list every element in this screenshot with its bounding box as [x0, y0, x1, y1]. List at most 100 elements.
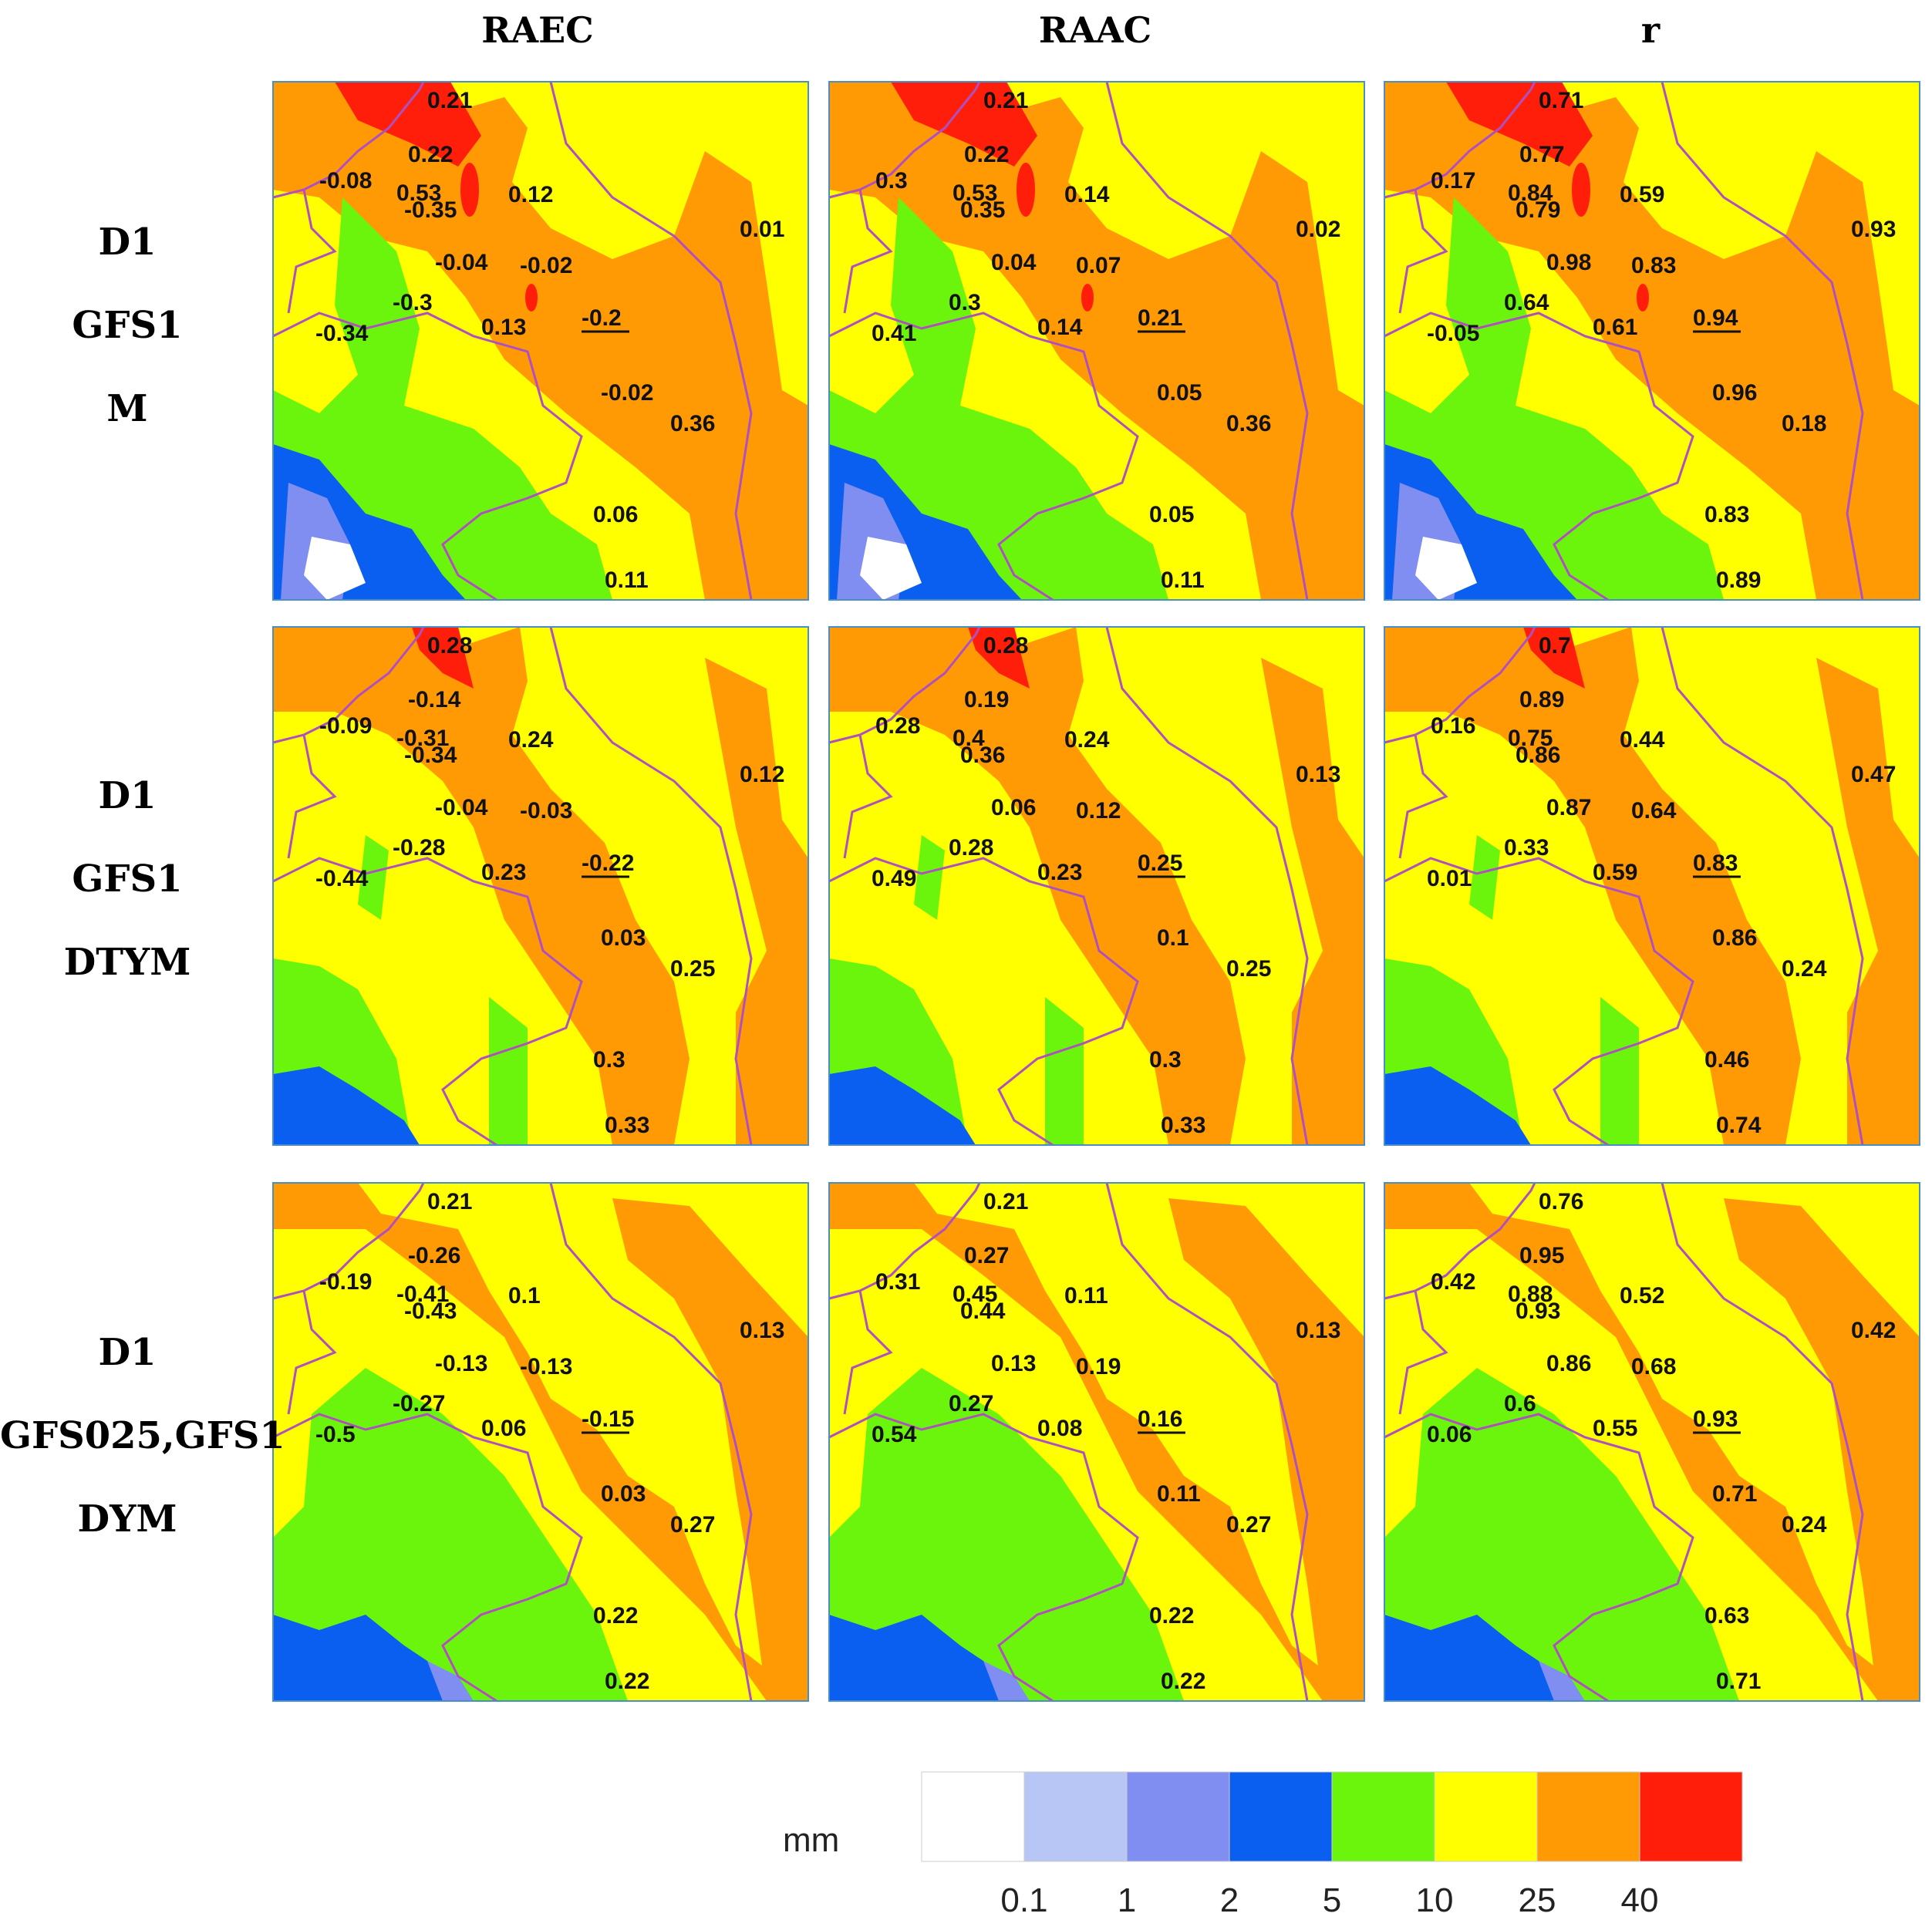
map-frame: [1384, 81, 1920, 601]
legend-swatch: [921, 1771, 1025, 1862]
station-value: 0.41: [872, 321, 916, 346]
station-value: 0.94: [1693, 305, 1738, 331]
admin-border: [549, 1182, 753, 1702]
station-value: 0.84: [1508, 180, 1553, 206]
admin-border: [549, 81, 753, 601]
station-value: 0.71: [1539, 88, 1583, 113]
station-value: 0.14: [1064, 182, 1110, 207]
station-value: 0.53: [396, 180, 441, 206]
station-value: -0.04: [435, 795, 488, 820]
precip-zone-blue: [273, 1615, 474, 1701]
row-label-line: DTYM: [63, 941, 191, 984]
station-value: 0.45: [953, 1282, 997, 1307]
station-value: 0.83: [1704, 502, 1749, 527]
column-title-raac: RAAC: [1038, 9, 1152, 51]
station-value: 0.21: [983, 88, 1028, 113]
station-value: -0.44: [315, 866, 369, 891]
station-value: 0.03: [601, 925, 646, 951]
precip-spot-red: [460, 163, 479, 217]
station-value: 0.93: [1516, 1299, 1560, 1324]
station-value: 0.77: [1519, 142, 1564, 167]
station-value: 0.11: [605, 568, 649, 593]
precip-zone-orange: [829, 82, 1364, 600]
precip-zone-blue: [273, 1066, 420, 1145]
station-value: 0.27: [1226, 1512, 1271, 1538]
row-label-line: D1: [98, 221, 157, 264]
station-value: 0.87: [1546, 795, 1591, 820]
station-value: 0.54: [872, 1422, 917, 1447]
station-value: 0.33: [1161, 1113, 1205, 1138]
precip-spot-red: [1017, 163, 1035, 217]
precip-zone-orange: [1384, 1183, 1920, 1701]
station-value: 0.02: [1296, 217, 1340, 242]
station-value: 0.21: [427, 1189, 472, 1214]
station-value: 0.44: [960, 1299, 1006, 1324]
station-value: 0.75: [1508, 726, 1553, 751]
station-value: -0.5: [315, 1422, 356, 1447]
station-value: 0.24: [1782, 1512, 1827, 1538]
station-value: -0.08: [319, 168, 372, 194]
precip-zone-red: [1523, 627, 1585, 689]
station-value: 0.96: [1712, 380, 1757, 406]
station-value: -0.27: [393, 1391, 445, 1416]
precip-zone-red: [1446, 82, 1593, 167]
station-value: 0.18: [1782, 411, 1826, 436]
station-value: 0.3: [875, 168, 908, 194]
station-value: 0.07: [1076, 253, 1121, 278]
station-value: 0.24: [508, 727, 554, 753]
admin-border: [1384, 312, 1694, 601]
station-value: 0.16: [1431, 713, 1475, 739]
legend-tick: 5: [1322, 1881, 1342, 1919]
station-value: -0.35: [404, 197, 457, 223]
map-panel-2-1: 0.21 0.27 0.31 0.450.44 0.11 0.13 0.13 0.19 0.27…: [828, 1182, 1365, 1703]
station-value: 0.36: [1226, 411, 1271, 436]
station-value: 0.05: [1157, 380, 1202, 406]
precip-zone-orange: [829, 627, 1364, 1145]
station-value: 0.83: [1693, 851, 1738, 876]
station-value: 0.27: [949, 1391, 993, 1416]
station-value: -0.04: [435, 250, 488, 275]
map-panel-2-2: 0.760.950.42 0.880.930.520.420.86 0.680.60…: [1384, 1182, 1920, 1703]
precip-spot-red: [1081, 284, 1094, 312]
admin-border: [1398, 734, 1448, 859]
station-value: 0.17: [1431, 168, 1475, 194]
admin-border: [1661, 1182, 1864, 1702]
map-frame: [1384, 1182, 1920, 1702]
admin-border: [828, 312, 1139, 601]
station-value: 0.64: [1631, 798, 1677, 824]
admin-border: [843, 734, 893, 859]
station-value: -0.13: [435, 1351, 487, 1376]
row-label-line: GFS1: [72, 304, 183, 347]
legend-swatch: [1331, 1771, 1435, 1862]
station-value: 0.4: [953, 726, 985, 751]
row-label-line: DYM: [77, 1497, 177, 1541]
precip-zone-red: [412, 627, 474, 689]
station-value: 0.05: [1149, 502, 1194, 527]
station-value: 0.3: [949, 290, 981, 315]
station-value: 0.83: [1631, 253, 1676, 278]
station-value: 0.23: [1037, 860, 1082, 885]
station-value: 0.86: [1712, 925, 1757, 951]
station-value: 0.13: [991, 1351, 1036, 1376]
station-value: -0.41: [396, 1282, 449, 1307]
precip-spot-red: [1572, 163, 1590, 217]
legend-tick: 25: [1518, 1881, 1556, 1919]
station-value: 0.01: [740, 217, 784, 242]
station-value: 0.25: [670, 956, 715, 982]
station-value: 0.28: [875, 713, 920, 739]
station-value: -0.22: [582, 851, 634, 876]
admin-border: [828, 857, 1139, 1147]
station-value: 0.13: [481, 315, 526, 340]
station-value: 0.28: [983, 633, 1028, 659]
admin-border: [549, 626, 753, 1146]
row-label-line: M: [106, 387, 148, 430]
station-value: -0.34: [315, 321, 369, 346]
station-value: 0.13: [1296, 1318, 1340, 1343]
map-panel-1-0: 0.28 -0.14 -0.09 -0.31-0.34 0.24 0.12 -0.04 -0.…: [272, 626, 809, 1147]
column-title-raec: RAEC: [481, 9, 594, 51]
legend-swatch: [1536, 1771, 1640, 1862]
station-value: 0.36: [670, 411, 715, 436]
admin-border: [1105, 1182, 1309, 1702]
station-value: 0.89: [1716, 568, 1761, 593]
